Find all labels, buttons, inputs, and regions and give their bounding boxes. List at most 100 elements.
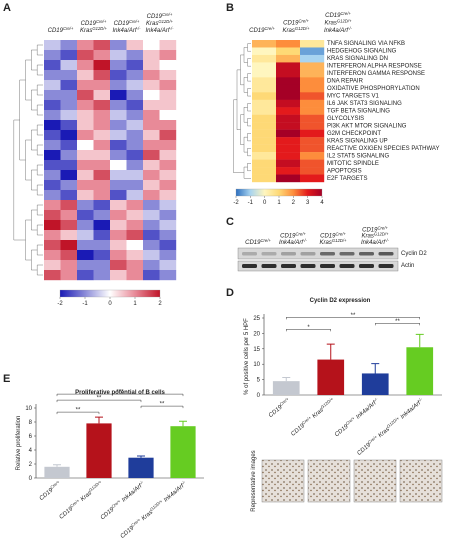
heatmap-cell (276, 84, 301, 93)
label-part: CD19 (249, 28, 265, 34)
y-tick-label: 25 (253, 316, 260, 322)
heatmap-cell (143, 120, 160, 131)
heatmap-cell (77, 190, 94, 201)
heatmap-cell (159, 260, 177, 271)
heatmap-cell (44, 190, 61, 201)
heatmap-cell (143, 50, 160, 61)
heatmap-cell (60, 150, 78, 161)
heatmap-cell (110, 190, 127, 201)
heatmap-cell (143, 270, 160, 281)
genotype-label: CD19Cre/+ (114, 19, 140, 28)
pathway-label: IL6 JAK STAT3 SIGNALING (327, 101, 402, 107)
heatmap-cell (143, 230, 160, 241)
heatmap-cell (276, 92, 301, 100)
heatmap-cell (300, 174, 325, 183)
heatmap-cell (143, 80, 160, 91)
label-sup: Cre/+ (344, 415, 356, 426)
heatmap-cell (44, 200, 61, 211)
label-sup: Cre/+ (63, 26, 74, 31)
heatmap-cell (93, 150, 111, 161)
heatmap-cell (110, 60, 127, 71)
heatmap-cell (77, 110, 94, 121)
label-part: Kras (146, 21, 158, 27)
colorbar (235, 188, 323, 197)
pathway-label: KRAS SIGNALING UP (327, 138, 388, 144)
heatmap-cell (143, 110, 160, 121)
heatmap-cell (300, 92, 325, 100)
heatmap-cell (60, 170, 78, 181)
heatmap-cell (93, 190, 111, 201)
heatmap-cell (252, 47, 277, 56)
heatmap-cell (143, 70, 160, 81)
label-part: Ink4a/Arf (355, 400, 378, 421)
pathway-label: HEDGEHOG SIGNALING (327, 49, 397, 55)
label-part: Kras (283, 28, 295, 34)
heatmap-cell (159, 40, 177, 51)
dendrogram (240, 114, 244, 145)
y-tick-label: 8 (29, 420, 33, 426)
genotype-label: Ink4a/Arf-/- (279, 238, 308, 247)
heatmap-cell (143, 180, 160, 191)
heatmap-cell (252, 122, 277, 130)
heatmap-cell (93, 160, 111, 171)
significance-bracket (375, 323, 420, 326)
pathway-label: APOPTOSIS (327, 168, 362, 174)
dendrogram (36, 244, 43, 256)
heatmap-cell (159, 250, 177, 261)
heatmap-cell (60, 240, 78, 251)
heatmap-cell (300, 54, 325, 63)
band (300, 264, 316, 268)
heatmap-cell (300, 159, 325, 168)
heatmap-cell (159, 80, 177, 91)
colorbar-tick-label: -2 (57, 301, 63, 307)
heatmap-cell (252, 159, 277, 168)
label-part: Kras (320, 240, 332, 246)
label-part: Kras (362, 234, 374, 240)
dendrogram (236, 69, 241, 130)
heatmap-cell (110, 200, 127, 211)
heatmap-cell (77, 160, 94, 171)
heatmap-cell (252, 92, 277, 100)
label-part: CD19 (320, 234, 336, 240)
dendrogram (36, 204, 43, 216)
label-part: Ink4a/Arf (400, 400, 423, 421)
x-tick-label: CD19Cre/+Ink4a/Arf-/- (332, 396, 381, 439)
heatmap-cell (44, 210, 61, 221)
label-sup: Cre/+ (278, 396, 290, 407)
pathway-label: INTERFERON ALPHA RESPONSE (327, 64, 422, 70)
heatmap-cell (44, 180, 61, 191)
heatmap-cell (44, 60, 61, 71)
dendrogram (247, 43, 251, 52)
pathway-label: REACTIVE OXIGEN SPECIES PATHWAY (327, 146, 439, 152)
heatmap-cell (60, 270, 78, 281)
x-tick-label: CD19Cre/+KrasG12D/+Ink4a/Arf-/- (355, 396, 426, 457)
y-tick-label: 0 (257, 393, 261, 399)
heatmap-cell (126, 190, 144, 201)
heatmap-cell (93, 60, 111, 71)
colorbar (59, 289, 161, 298)
heatmap-cell (93, 250, 111, 261)
heatmap-cell (252, 62, 277, 71)
heatmap-cell (276, 129, 301, 138)
heatmap-cell (60, 250, 78, 261)
dendrogram (25, 219, 32, 261)
dendrogram (243, 77, 248, 93)
label-sup: -/- (180, 479, 187, 486)
heatmap-cell (252, 152, 277, 160)
heatmap-cell (60, 210, 78, 221)
heatmap-cell (276, 122, 301, 130)
heatmap-cell (252, 54, 277, 63)
heatmap-cell (93, 240, 111, 251)
label-sup: Cre/+ (300, 414, 312, 425)
heatmap-cell (93, 110, 111, 121)
label-part: CD19 (268, 404, 284, 419)
significance-label: ** (76, 408, 81, 414)
heatmap-cell (300, 122, 325, 130)
pathway-label: OXIDATIVE PHOSPHORYLATION (327, 86, 420, 92)
heatmap-cell (143, 40, 160, 51)
genotype-label: CD19Cre/+ (283, 18, 309, 27)
heatmap-cell (110, 110, 127, 121)
heatmap-cell (159, 70, 177, 81)
panel-label: C (226, 216, 234, 228)
band (378, 252, 394, 256)
